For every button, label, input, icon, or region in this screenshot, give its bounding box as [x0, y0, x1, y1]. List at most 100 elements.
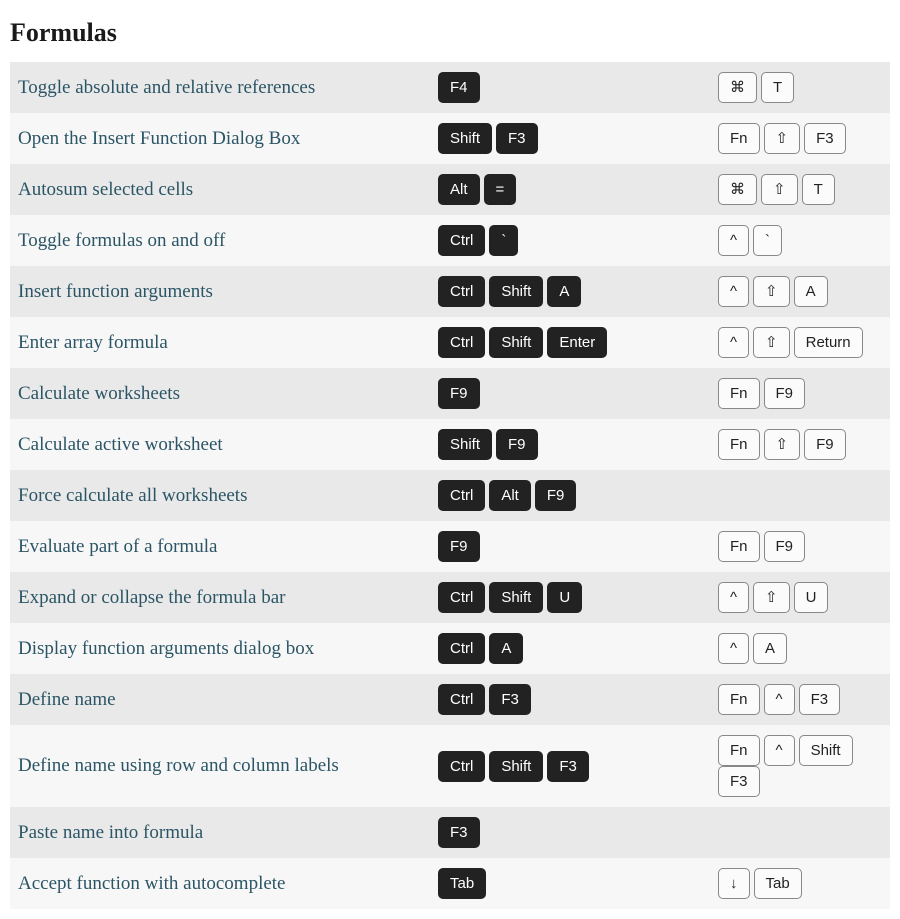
key-dark: F4 — [438, 72, 480, 103]
windows-shortcut: CtrlShiftEnter — [430, 317, 710, 368]
shortcut-description: Accept function with autocomplete — [10, 858, 430, 909]
shortcut-link[interactable]: Autosum selected cells — [18, 179, 193, 200]
key-light: F9 — [804, 429, 846, 460]
key-dark: Tab — [438, 868, 486, 899]
windows-shortcut: CtrlShiftA — [430, 266, 710, 317]
key-light: ⇧ — [764, 123, 801, 154]
windows-shortcut: F9 — [430, 521, 710, 572]
key-dark: A — [489, 633, 523, 664]
key-dark: Ctrl — [438, 225, 485, 256]
key-light: ^ — [718, 327, 749, 358]
mac-shortcut: ^⇧U — [710, 572, 890, 623]
table-row: Expand or collapse the formula bar CtrlSh… — [10, 572, 890, 623]
shortcut-description: Toggle absolute and relative references — [10, 62, 430, 113]
key-dark: F9 — [438, 378, 480, 409]
table-row: Autosum selected cellsAlt=⌘⇧T — [10, 164, 890, 215]
key-light: Fn — [718, 123, 760, 154]
key-light: Shift — [799, 735, 853, 766]
mac-shortcut: ⌘T — [710, 62, 890, 113]
windows-shortcut: CtrlF3 — [430, 674, 710, 725]
key-dark: Shift — [438, 429, 492, 460]
shortcut-link[interactable]: Calculate worksheets — [18, 383, 180, 404]
shortcut-description: Define name — [10, 674, 430, 725]
shortcut-description: Calculate worksheets — [10, 368, 430, 419]
shortcut-description: Define name using row and column labels — [10, 725, 430, 807]
shortcut-link[interactable]: Calculate active worksheet — [18, 434, 223, 455]
table-row: Calculate worksheetsF9FnF9 — [10, 368, 890, 419]
key-dark: Ctrl — [438, 582, 485, 613]
key-dark: Ctrl — [438, 633, 485, 664]
windows-shortcut: CtrlShiftU — [430, 572, 710, 623]
mac-shortcut: Fn⇧F3 — [710, 113, 890, 164]
shortcut-link[interactable]: Force calculate all worksheets — [18, 485, 247, 506]
key-light: Fn — [718, 429, 760, 460]
table-row: Insert function arguments CtrlShiftA^⇧A — [10, 266, 890, 317]
mac-shortcut — [710, 470, 890, 521]
table-row: Open the Insert Function Dialog Box Shift… — [10, 113, 890, 164]
key-dark: F9 — [438, 531, 480, 562]
shortcut-link[interactable]: Evaluate part of a formula — [18, 536, 217, 557]
windows-shortcut: Alt= — [430, 164, 710, 215]
shortcut-description: Enter array formula — [10, 317, 430, 368]
key-light: U — [794, 582, 829, 613]
table-row: Accept function with autocomplete Tab ↓Tab — [10, 858, 890, 909]
key-dark: F3 — [547, 751, 589, 782]
key-dark: F9 — [496, 429, 538, 460]
shortcut-link[interactable]: Define name — [18, 689, 116, 710]
shortcut-description: Autosum selected cells — [10, 164, 430, 215]
key-light: ^ — [764, 684, 795, 715]
windows-shortcut: CtrlA — [430, 623, 710, 674]
key-dark: Shift — [489, 582, 543, 613]
mac-shortcut: ↓Tab — [710, 858, 890, 909]
key-light: A — [753, 633, 787, 664]
key-light: Fn — [718, 531, 760, 562]
key-dark: Alt — [438, 174, 480, 205]
key-light: ⇧ — [761, 174, 798, 205]
key-light: A — [794, 276, 828, 307]
mac-shortcut: ^⇧A — [710, 266, 890, 317]
shortcuts-section: Formulas Toggle absolute and relative re… — [0, 0, 900, 919]
key-light: Return — [794, 327, 863, 358]
key-light: Fn — [718, 735, 760, 766]
shortcut-link[interactable]: Expand or collapse the formula bar — [18, 587, 285, 608]
shortcut-link[interactable]: Define name using row and column labels — [18, 755, 339, 776]
shortcut-link[interactable]: Enter array formula — [18, 332, 168, 353]
key-light: ^ — [718, 582, 749, 613]
windows-shortcut: CtrlShiftF3 — [430, 725, 710, 807]
section-title: Formulas — [10, 18, 890, 48]
table-row: Evaluate part of a formulaF9FnF9 — [10, 521, 890, 572]
shortcut-description: Evaluate part of a formula — [10, 521, 430, 572]
key-dark: Ctrl — [438, 327, 485, 358]
key-light: ⇧ — [753, 276, 790, 307]
key-dark: Ctrl — [438, 480, 485, 511]
key-light: F3 — [718, 766, 760, 797]
shortcut-link[interactable]: Insert function arguments — [18, 281, 213, 302]
key-dark: Shift — [489, 327, 543, 358]
windows-shortcut: F9 — [430, 368, 710, 419]
shortcut-link[interactable]: Toggle absolute and relative references — [18, 77, 315, 98]
key-light: ^ — [718, 633, 749, 664]
shortcut-link[interactable]: Open the Insert Function Dialog Box — [18, 128, 300, 149]
key-dark: Ctrl — [438, 684, 485, 715]
key-light: F9 — [764, 531, 806, 562]
shortcut-description: Expand or collapse the formula bar — [10, 572, 430, 623]
shortcut-description: Display function arguments dialog box — [10, 623, 430, 674]
table-row: Calculate active worksheetShiftF9Fn⇧F9 — [10, 419, 890, 470]
mac-shortcut: Fn⇧F9 — [710, 419, 890, 470]
key-dark: Shift — [438, 123, 492, 154]
shortcut-link[interactable]: Accept function with autocomplete — [18, 873, 286, 894]
shortcut-description: Open the Insert Function Dialog Box — [10, 113, 430, 164]
key-light: ⌘ — [718, 174, 757, 205]
shortcut-link[interactable]: Toggle formulas on and off — [18, 230, 225, 251]
key-light: ^ — [718, 225, 749, 256]
windows-shortcut: ShiftF3 — [430, 113, 710, 164]
key-dark: U — [547, 582, 582, 613]
key-dark: Shift — [489, 751, 543, 782]
key-dark: ` — [489, 225, 518, 256]
table-row: Force calculate all worksheetsCtrlAltF9 — [10, 470, 890, 521]
key-light: Fn — [718, 684, 760, 715]
shortcut-link[interactable]: Display function arguments dialog box — [18, 638, 314, 659]
shortcut-link[interactable]: Paste name into formula — [18, 822, 203, 843]
key-light: ⇧ — [764, 429, 801, 460]
mac-shortcut: Fn^ShiftF3 — [710, 725, 890, 807]
